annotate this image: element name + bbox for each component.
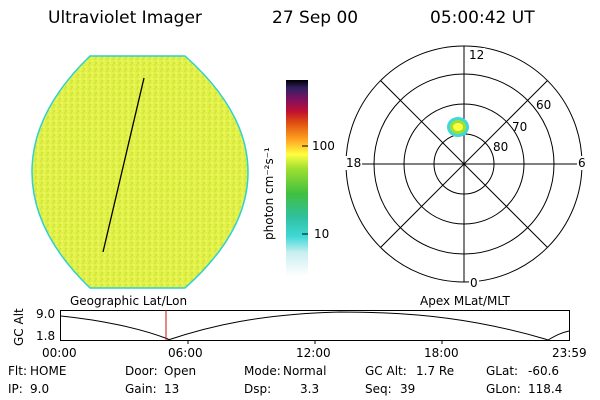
status-door-value: Open [164, 364, 197, 378]
status-glat-label: GLat: [486, 364, 519, 378]
status-seq-label: Seq: [365, 382, 392, 396]
auroral-spot [447, 117, 469, 137]
status-glat-value: -60.6 [528, 364, 560, 378]
timeline-tick-2359: 23:59 [552, 346, 587, 360]
color-scale-bar [286, 80, 308, 276]
colorbar-unit-label: photon cm⁻²s⁻¹ [262, 147, 276, 240]
timeline-axis-label: GC Alt [12, 308, 26, 346]
status-dsp-label: Dsp: [244, 382, 272, 396]
mlt-label-18: 18 [345, 156, 363, 170]
status-mode-value: Normal [283, 364, 327, 378]
status-flt-label: Flt: [8, 364, 27, 378]
status-door-label: Door: [125, 364, 158, 378]
timeline-tick-1200: 12:00 [296, 346, 331, 360]
altitude-curve [60, 311, 570, 341]
color-gradient [286, 80, 308, 276]
status-gcalt-label: GC Alt: [365, 364, 407, 378]
timeline-left-label: Geographic Lat/Lon [70, 294, 188, 308]
lat-label-60: 60 [536, 98, 552, 112]
timeline-tick-0600: 06:00 [168, 346, 203, 360]
polar-plot [345, 45, 583, 283]
mlt-label-6: 6 [577, 156, 587, 170]
status-gain-value: 13 [164, 382, 180, 396]
date-label: 27 Sep 00 [272, 8, 359, 28]
status-ip-label: IP: [8, 382, 23, 396]
status-flt-value: HOME [30, 364, 67, 378]
status-seq-value: 39 [400, 382, 416, 396]
timeline-tick-1800: 18:00 [424, 346, 459, 360]
status-mode-label: Mode: [244, 364, 281, 378]
lat-label-70: 70 [512, 120, 528, 134]
colorbar-tick-100: 100 [312, 139, 335, 153]
status-dsp-value: 3.3 [300, 382, 320, 396]
app-title: Ultraviolet Imager [48, 8, 202, 28]
status-gain-label: Gain: [125, 382, 157, 396]
mlt-label-0: 0 [469, 276, 479, 290]
uv-disk-image [31, 55, 249, 289]
altitude-timeline [60, 310, 570, 344]
time-label: 05:00:42 UT [430, 8, 535, 28]
lat-label-80: 80 [493, 140, 509, 154]
mlt-label-12: 12 [468, 48, 486, 62]
timeline-ymin: 1.8 [36, 329, 56, 343]
status-glon-label: GLon: [486, 382, 521, 396]
timeline-ymax: 9.0 [36, 307, 56, 321]
colorbar-tick-10: 10 [314, 227, 330, 241]
timeline-right-label: Apex MLat/MLT [420, 294, 510, 308]
status-glon-value: 118.4 [528, 382, 563, 396]
status-ip-value: 9.0 [30, 382, 50, 396]
timeline-tick-0000: 00:00 [42, 346, 77, 360]
status-gcalt-value: 1.7 Re [416, 364, 455, 378]
orbit-track-line [102, 77, 145, 253]
earth-disk [31, 55, 249, 289]
